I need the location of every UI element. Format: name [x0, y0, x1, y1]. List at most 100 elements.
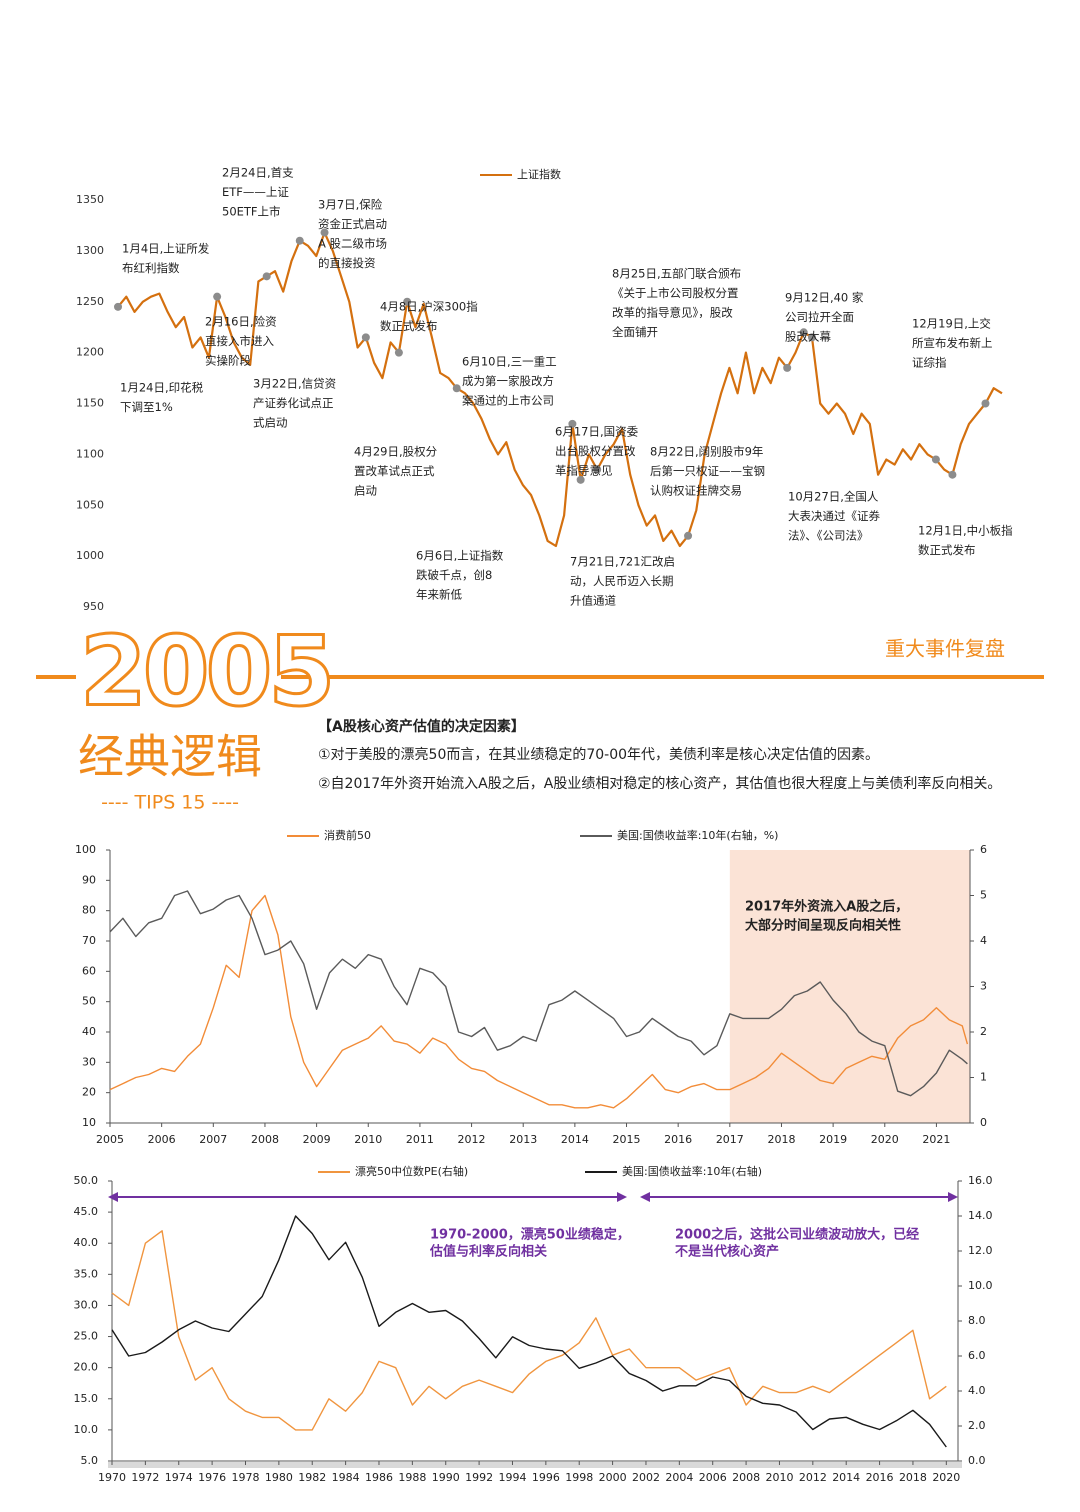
annotation: 12月19日,上交	[912, 317, 991, 331]
y2-tick-label: 16.0	[968, 1174, 993, 1187]
event-dot	[931, 455, 940, 464]
x-tick-label: 1994	[498, 1471, 526, 1484]
y2-tick-label: 6	[980, 843, 987, 856]
x-tick-label: 2013	[509, 1133, 537, 1146]
event-dot	[452, 384, 461, 393]
event-dot	[320, 228, 329, 237]
annotation: 法》、《公司法》	[788, 529, 869, 543]
x-tick-label: 2019	[819, 1133, 847, 1146]
annotation: 8月25日,五部门联合颁布	[612, 267, 741, 281]
annotation: 7月21日,721汇改启	[570, 555, 675, 569]
x-tick-label: 2002	[632, 1471, 660, 1484]
x-tick-label: 1998	[565, 1471, 593, 1484]
annotation: 4月8日,沪深300指	[380, 300, 478, 314]
legend-label: 上证指数	[517, 167, 561, 181]
x-tick-label: 1990	[432, 1471, 460, 1484]
x-tick-label: 1982	[298, 1471, 326, 1484]
annotation: 《关于上市公司股权分置	[612, 286, 739, 300]
annotation: 6月17日,国资委	[555, 425, 639, 439]
y2-tick-label: 5	[980, 889, 987, 902]
series-line	[111, 1215, 947, 1448]
x-tick-label: 2010	[354, 1133, 382, 1146]
annotation: 革指导意见	[555, 464, 613, 478]
highlight-region	[729, 850, 970, 1123]
y-tick-label: 90	[82, 873, 96, 886]
annotation: 数正式发布	[918, 543, 976, 557]
event-dot	[295, 236, 304, 245]
y-tick-label: 1200	[76, 346, 104, 359]
annotation: 公司拉开全面	[785, 310, 854, 324]
annotation: 1970-2000，漂亮50业绩稳定，	[430, 1227, 630, 1243]
x-tick-label: 1980	[265, 1471, 293, 1484]
annotation: 认购权证挂牌交易	[650, 484, 742, 498]
x-tick-label: 2014	[561, 1133, 589, 1146]
x-tick-label: 2006	[148, 1133, 176, 1146]
annotation: 年来新低	[416, 588, 462, 602]
y2-tick-label: 10.0	[968, 1279, 993, 1292]
annotation: 6月6日,上证指数	[416, 549, 504, 563]
annotation: 2000之后，这批公司业绩波动放大，已经	[675, 1227, 919, 1243]
intro-point: ①对于美股的漂亮50而言，在其业绩稳定的70-00年代，美债利率是核心决定估值的…	[318, 746, 879, 763]
event-dot	[981, 399, 990, 408]
x-tick-label: 2014	[832, 1471, 860, 1484]
x-tick-label: 2005	[96, 1133, 124, 1146]
tips: ---- TIPS 15 ----	[101, 792, 239, 814]
y2-tick-label: 14.0	[968, 1209, 993, 1222]
x-tick-label: 1978	[231, 1471, 259, 1484]
event-dot	[807, 333, 816, 342]
y-tick-label: 10	[82, 1116, 96, 1129]
x-tick-label: 2020	[871, 1133, 899, 1146]
y-tick-label: 1350	[76, 193, 104, 206]
annotation: A 股二级市场	[318, 237, 387, 251]
annotation: 后第一只权证——宝钢	[650, 464, 765, 478]
annotation: 实操阶段	[205, 354, 251, 368]
annotation: 股改大幕	[785, 330, 831, 344]
annotation: ETF——上证	[222, 185, 289, 199]
annotation: 出台股权分置改	[555, 444, 636, 458]
x-tick-label: 1974	[165, 1471, 193, 1484]
y-tick-label: 30	[82, 1055, 96, 1068]
axis-band	[108, 1462, 962, 1468]
annotation: 10月27日,全国人	[788, 490, 879, 504]
annotation: 4月29日,股权分	[354, 445, 438, 459]
x-tick-label: 2000	[599, 1471, 627, 1484]
legend-label: 美国:国债收益率:10年(右轴)	[622, 1164, 762, 1178]
annotation: 证综指	[912, 356, 947, 370]
annotation: 2月16日,险资	[205, 315, 277, 329]
x-tick-label: 2012	[458, 1133, 486, 1146]
y2-tick-label: 3	[980, 980, 987, 993]
section-title: 重大事件复盘	[885, 637, 1005, 661]
arrow-head	[108, 1192, 118, 1202]
arrow-head	[640, 1192, 650, 1202]
x-tick-label: 2018	[767, 1133, 795, 1146]
y2-tick-label: 8.0	[968, 1314, 986, 1327]
y-tick-label: 1250	[76, 295, 104, 308]
x-tick-label: 2018	[899, 1471, 927, 1484]
y-tick-label: 35.0	[74, 1267, 99, 1280]
event-dot	[213, 292, 222, 301]
y-tick-label: 1100	[76, 447, 104, 460]
annotation: 大表决通过《证券	[788, 509, 880, 523]
x-tick-label: 2010	[765, 1471, 793, 1484]
y-tick-label: 1050	[76, 498, 104, 511]
x-tick-label: 1984	[332, 1471, 360, 1484]
subtitle: 经典逻辑	[78, 730, 262, 784]
y-tick-label: 1000	[76, 549, 104, 562]
annotation: 3月22日,信贷资	[253, 377, 336, 391]
y-tick-label: 15.0	[74, 1392, 99, 1405]
y-tick-label: 45.0	[74, 1205, 99, 1218]
y-tick-label: 950	[83, 600, 104, 613]
legend-label: 漂亮50中位数PE(右轴)	[355, 1164, 468, 1178]
annotation: 6月10日,三一重工	[462, 355, 557, 369]
event-dot	[114, 302, 122, 311]
annotation: 动，人民币迈入长期	[570, 574, 674, 588]
annotation: 1月24日,印花税	[120, 381, 204, 395]
annotation: 数正式发布	[380, 319, 438, 333]
annotation: 启动	[354, 484, 377, 498]
x-tick-label: 2011	[406, 1133, 434, 1146]
annotation: 资金正式启动	[318, 217, 387, 231]
annotation: 式启动	[253, 416, 288, 430]
x-tick-label: 2016	[664, 1133, 692, 1146]
year: 2005	[80, 615, 331, 727]
y-tick-label: 70	[82, 934, 96, 947]
